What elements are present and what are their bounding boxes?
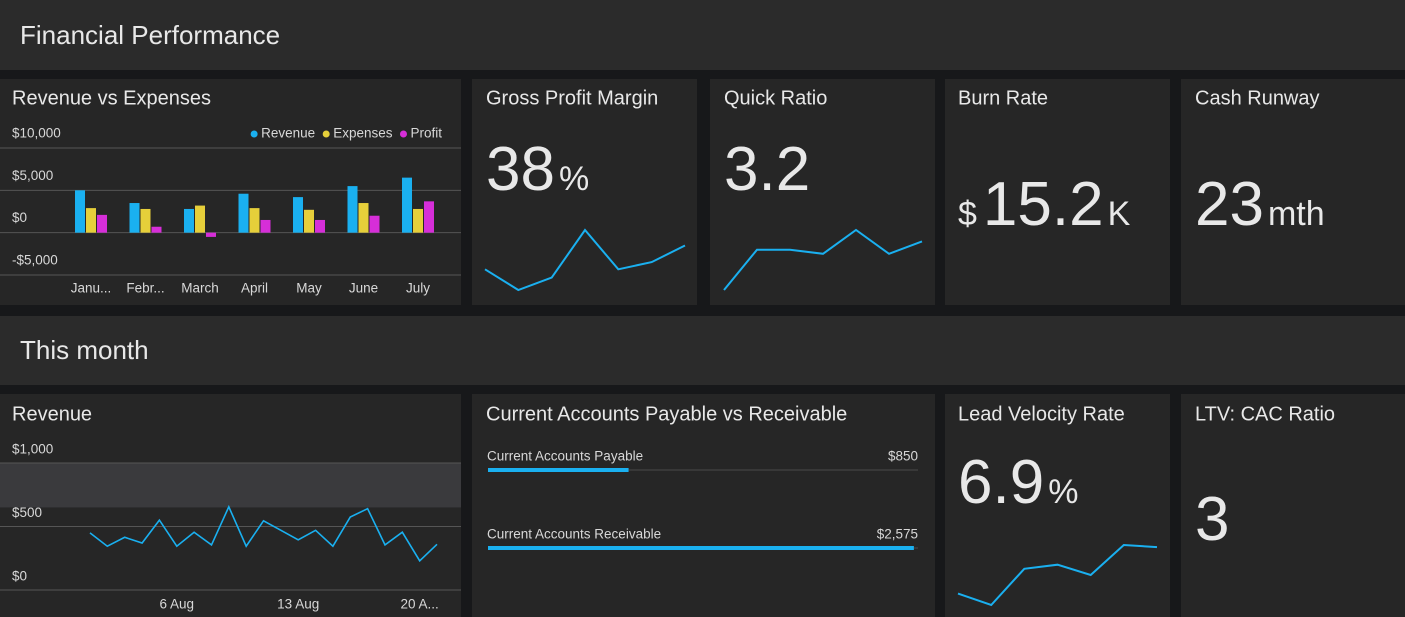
bar bbox=[369, 215, 380, 233]
bar bbox=[347, 186, 358, 233]
bar bbox=[249, 208, 260, 233]
y-tick-label: $500 bbox=[12, 505, 42, 520]
kpi-number: 15.2 bbox=[983, 170, 1104, 239]
legend-swatch bbox=[399, 130, 407, 138]
x-tick-label: June bbox=[349, 281, 378, 296]
kpi-value: 3 bbox=[1195, 485, 1229, 554]
section-title: Financial Performance bbox=[20, 20, 280, 50]
target-band bbox=[0, 463, 461, 508]
bar bbox=[413, 208, 423, 233]
bar bbox=[97, 214, 107, 233]
sparkline bbox=[484, 228, 686, 292]
legend-swatch bbox=[250, 130, 258, 138]
widget-title: Revenue bbox=[12, 403, 92, 425]
kpi-number: 23 bbox=[1195, 170, 1264, 239]
legend-label: Revenue bbox=[261, 126, 315, 141]
y-tick-label: $0 bbox=[12, 569, 27, 584]
widget-title: Current Accounts Payable vs Receivable bbox=[486, 403, 847, 425]
y-tick-label: $1,000 bbox=[12, 442, 53, 457]
widget-title: Lead Velocity Rate bbox=[958, 403, 1125, 425]
kpi-unit: K bbox=[1108, 195, 1131, 233]
tile bbox=[0, 79, 461, 305]
kpi-unit: % bbox=[559, 160, 589, 198]
kpi-value: $15.2 K bbox=[958, 170, 1131, 239]
bar bbox=[184, 208, 194, 233]
tile bbox=[945, 79, 1170, 305]
kpi-value: 38% bbox=[486, 135, 589, 204]
bar bbox=[195, 205, 205, 233]
kpi-value: 6.9% bbox=[958, 448, 1078, 517]
x-tick-label: July bbox=[406, 281, 430, 296]
bar bbox=[424, 201, 434, 233]
kpi-value: 23 mth bbox=[1195, 170, 1325, 239]
bar bbox=[260, 219, 271, 233]
x-tick-label: 13 Aug bbox=[277, 597, 319, 612]
legend-swatch bbox=[322, 130, 330, 138]
bar bbox=[238, 193, 249, 233]
line bbox=[89, 504, 438, 563]
widget-title: LTV: CAC Ratio bbox=[1195, 403, 1335, 425]
kpi-number: 38 bbox=[486, 135, 555, 204]
kpi-value: 3.2 bbox=[724, 135, 810, 204]
tile bbox=[1181, 79, 1405, 305]
value-label: $850 bbox=[888, 449, 918, 464]
x-tick-label: 20 A... bbox=[401, 597, 439, 612]
x-tick-label: May bbox=[296, 281, 322, 296]
bar bbox=[151, 226, 162, 233]
tile bbox=[472, 394, 935, 617]
bar bbox=[86, 208, 96, 233]
value-label: $2,575 bbox=[877, 527, 918, 542]
bar bbox=[293, 197, 303, 233]
bar bbox=[206, 232, 216, 237]
tile bbox=[1181, 394, 1405, 617]
y-tick-label: -$5,000 bbox=[12, 253, 58, 268]
sparkline bbox=[957, 543, 1158, 607]
widget-title: Burn Rate bbox=[958, 87, 1048, 109]
kpi-number: 3 bbox=[1195, 485, 1229, 554]
x-tick-label: April bbox=[241, 281, 268, 296]
y-tick-label: $0 bbox=[12, 210, 27, 225]
x-tick-label: 6 Aug bbox=[159, 597, 194, 612]
bar bbox=[358, 203, 369, 233]
legend-label: Profit bbox=[410, 126, 442, 141]
section-header bbox=[0, 0, 1405, 70]
widget-title: Cash Runway bbox=[1195, 87, 1320, 109]
y-tick-label: $5,000 bbox=[12, 168, 53, 183]
widget-title: Gross Profit Margin bbox=[486, 87, 658, 109]
bar bbox=[140, 208, 151, 233]
tile bbox=[472, 79, 697, 305]
bar-label: Current Accounts Payable bbox=[487, 449, 643, 464]
kpi-number: 6.9 bbox=[958, 448, 1044, 517]
bar bbox=[304, 209, 314, 233]
bar bbox=[488, 546, 914, 550]
widget-title: Quick Ratio bbox=[724, 87, 827, 109]
bar bbox=[315, 219, 325, 233]
y-tick-label: $10,000 bbox=[12, 126, 61, 141]
kpi-prefix: $ bbox=[958, 195, 977, 233]
x-tick-label: March bbox=[181, 281, 219, 296]
x-tick-label: Febr... bbox=[126, 281, 164, 296]
bar bbox=[75, 190, 85, 233]
section-title: This month bbox=[20, 335, 149, 365]
sparkline bbox=[723, 228, 923, 291]
tile bbox=[945, 394, 1170, 617]
kpi-unit: mth bbox=[1268, 195, 1325, 233]
bar-label: Current Accounts Receivable bbox=[487, 527, 661, 542]
tiles bbox=[0, 79, 1405, 617]
legend-label: Expenses bbox=[333, 126, 393, 141]
bar bbox=[488, 468, 629, 472]
section-header bbox=[0, 316, 1405, 385]
tile bbox=[710, 79, 935, 305]
widget-title: Revenue vs Expenses bbox=[12, 87, 211, 109]
bar bbox=[402, 177, 412, 233]
kpi-number: 3.2 bbox=[724, 135, 810, 204]
kpi-unit: % bbox=[1048, 473, 1078, 511]
x-tick-label: Janu... bbox=[71, 281, 112, 296]
bar bbox=[129, 203, 140, 233]
